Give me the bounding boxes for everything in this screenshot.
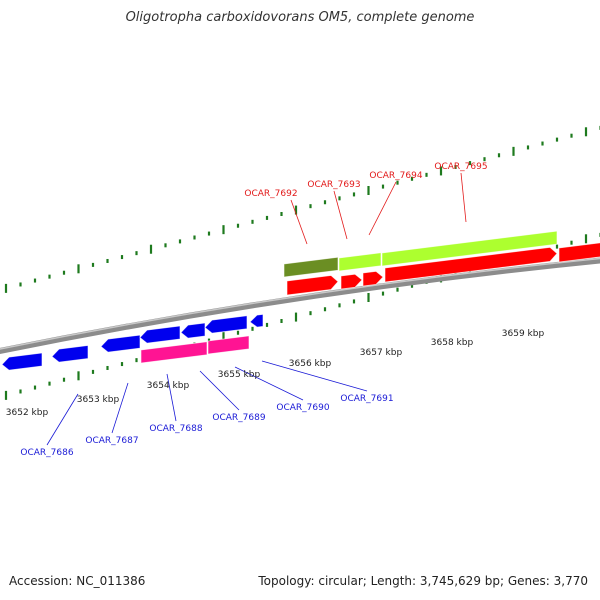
reverse-gene-label: OCAR_7691 [340,394,393,404]
cds-forward [362,270,384,287]
gene-bar-OCAR_7689 [207,335,250,355]
scale-label: 3657 kbp [360,348,403,358]
cds-reverse [180,322,206,339]
cds-reverse [1,352,43,371]
gene-bar-OCAR_7694-7695 [381,230,558,267]
leader-line [368,181,397,236]
scale-label: 3658 kbp [431,338,474,348]
leader-line [460,172,467,223]
scale-label: 3655 kbp [218,370,261,380]
cds-forward [558,242,600,263]
feature-track [1,230,600,371]
gene-bar-OCAR_7693 [338,252,382,272]
cds-forward [286,275,339,296]
cds-forward [340,273,363,290]
label-layer: 3652 kbp 3653 kbp 3654 kbp 3655 kbp 3656 kbp… [6,162,545,458]
gene-bar-OCAR_7688 [140,341,208,364]
reverse-gene-label: OCAR_7690 [276,403,329,413]
reverse-gene-label: OCAR_7686 [20,448,73,458]
scale-label: 3659 kbp [502,329,545,339]
cds-reverse [204,315,248,334]
backbone-highlight [0,257,600,350]
forward-gene-label: OCAR_7694 [369,171,422,181]
label-leaders [46,172,467,446]
genome-backbone [0,257,600,355]
scale-label: 3654 kbp [147,381,190,391]
leader-line [166,373,177,422]
cds-forward [384,246,558,283]
tick-track-upper [4,125,600,293]
leader-line [234,366,304,401]
forward-gene-label: OCAR_7693 [307,180,360,190]
forward-gene-label: OCAR_7692 [244,189,297,199]
gene-bar-OCAR_7692 [283,256,339,278]
reverse-gene-label: OCAR_7687 [85,436,138,446]
cds-reverse [249,313,264,328]
leader-line [290,199,308,245]
cds-reverse [100,334,141,353]
map-title: Oligotropha carboxidovorans OM5, complet… [125,10,475,25]
forward-gene-label: OCAR_7695 [434,162,487,172]
leader-line [46,393,79,446]
backbone-line [0,257,600,355]
topology-text: Topology: circular; Length: 3,745,629 bp… [258,574,588,588]
leader-line [199,370,240,411]
scale-label: 3652 kbp [6,408,49,418]
scale-label: 3656 kbp [289,359,332,369]
accession-text: Accession: NC_011386 [9,574,146,588]
reverse-gene-label: OCAR_7688 [149,424,202,434]
leader-line [333,190,348,240]
scale-label: 3653 kbp [77,395,120,405]
cds-reverse [139,325,181,344]
cds-reverse [51,345,89,363]
reverse-gene-label: OCAR_7689 [212,413,265,423]
leader-line [261,360,368,392]
leader-line [111,382,129,434]
